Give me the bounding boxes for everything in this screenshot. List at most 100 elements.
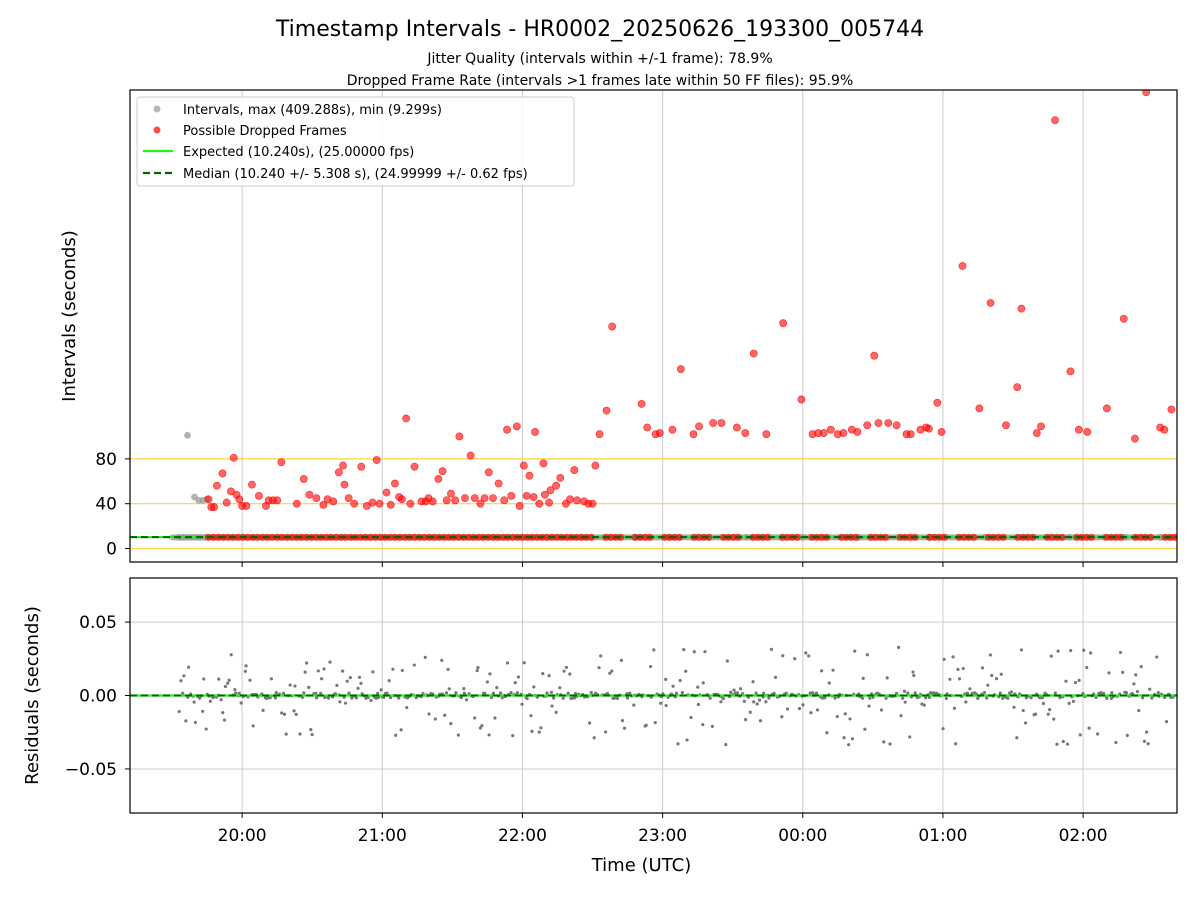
dropped-frame-point: [503, 425, 511, 434]
residual-point: [182, 674, 186, 678]
dropped-frame-point: [222, 498, 231, 507]
residual-point: [842, 736, 846, 740]
residual-point: [217, 677, 221, 681]
residual-point: [399, 728, 403, 732]
residual-point: [615, 696, 620, 700]
dropped-frame-point: [319, 500, 328, 509]
residual-point: [307, 685, 311, 690]
residual-point: [443, 713, 447, 717]
residual-point: [1094, 695, 1098, 700]
dropped-frame-point: [937, 428, 946, 436]
intervals-axes-frame: [129, 89, 1178, 563]
residual-point: [268, 696, 272, 700]
residual-point: [379, 688, 383, 692]
residual-point: [202, 677, 206, 681]
residual-point: [674, 691, 679, 695]
residual-point: [1140, 696, 1145, 700]
residual-point: [1164, 720, 1169, 724]
residual-point: [573, 696, 577, 700]
residual-point: [1125, 733, 1129, 737]
residual-point: [860, 696, 865, 700]
residual-point: [1156, 691, 1160, 695]
residual-point: [1089, 651, 1093, 655]
dropped-frame-point: [764, 533, 772, 541]
dropped-frame-point: [819, 429, 828, 437]
dropped-frame-point: [515, 502, 524, 510]
residual-point: [896, 645, 901, 649]
residual-point: [1148, 687, 1152, 691]
residual-point: [827, 681, 831, 685]
dropped-frame-point: [588, 499, 597, 508]
residual-point: [911, 670, 915, 674]
residual-point: [780, 715, 784, 719]
residual-point: [895, 691, 899, 696]
residual-point: [1046, 712, 1050, 716]
residual-point: [1067, 701, 1071, 705]
dropped-frame-point: [344, 494, 353, 502]
residual-point: [532, 685, 536, 689]
residual-point: [815, 708, 820, 712]
residual-point: [204, 727, 208, 731]
residual-point: [589, 690, 593, 695]
residual-point: [273, 696, 278, 700]
residual-point: [537, 730, 541, 734]
dropped-frame-point: [292, 499, 301, 508]
residual-point: [303, 670, 307, 674]
dropped-frame-point: [676, 365, 685, 374]
dropped-frame-point: [455, 432, 464, 441]
residual-point: [692, 650, 696, 654]
residual-point: [529, 714, 533, 718]
residual-point: [1056, 649, 1060, 653]
residual-point: [820, 669, 824, 673]
dropped-frame-point: [480, 494, 489, 502]
residual-point: [942, 657, 946, 661]
residual-point: [1078, 733, 1082, 737]
dropped-frame-point: [535, 499, 544, 508]
dropped-frame-point: [587, 533, 595, 541]
dropped-frame-point: [277, 458, 286, 467]
dropped-frame-point: [447, 489, 455, 498]
residual-point: [433, 717, 437, 721]
residual-point: [850, 737, 855, 741]
residual-point: [823, 696, 827, 700]
residual-point: [248, 678, 252, 682]
residual-point: [314, 691, 318, 695]
dropped-frame-point: [839, 429, 848, 437]
residual-point: [871, 695, 875, 700]
residual-point: [773, 675, 778, 679]
residual-point: [338, 700, 342, 704]
residual-point: [868, 696, 872, 700]
residual-point: [495, 686, 499, 690]
residual-point: [1038, 696, 1042, 700]
residual-point: [903, 700, 907, 704]
residual-point: [316, 669, 320, 673]
dropped-frame-point: [540, 490, 549, 499]
residual-point: [831, 668, 835, 672]
residual-point: [1077, 678, 1081, 682]
residual-point: [462, 686, 466, 691]
residual-point: [412, 663, 416, 667]
residual-point: [354, 696, 358, 700]
residual-point: [1146, 742, 1150, 746]
dropped-frame-point: [602, 406, 611, 415]
residual-point: [932, 691, 936, 695]
residual-point: [682, 647, 686, 652]
dropped-frame-point: [494, 479, 503, 488]
residual-point: [701, 722, 705, 727]
residual-point: [454, 691, 458, 695]
xtick-label-00:00: 00:00: [778, 826, 827, 846]
residual-point: [724, 742, 728, 747]
residual-point: [1135, 689, 1140, 694]
residual-point: [863, 727, 867, 731]
residual-point: [764, 700, 768, 704]
xtick-label-02:00: 02:00: [1059, 826, 1108, 846]
residual-point: [385, 691, 389, 695]
residual-point: [1052, 717, 1056, 721]
residual-point: [473, 716, 477, 720]
residual-point: [1163, 695, 1167, 700]
dropped-frame-point: [391, 479, 399, 488]
residual-point: [288, 683, 292, 687]
dropped-frame-point: [428, 497, 437, 506]
legend: Intervals, max (409.288s), min (9.299s) P…: [136, 96, 575, 187]
residual-point: [187, 665, 191, 669]
